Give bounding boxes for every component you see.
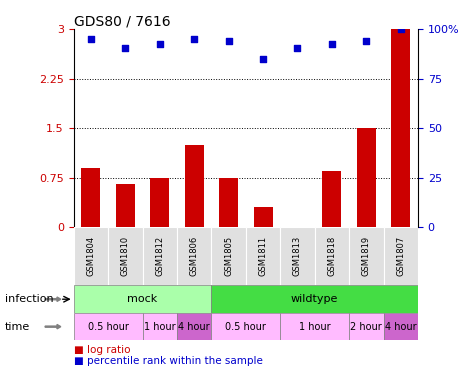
Bar <box>349 313 384 340</box>
Text: GSM1818: GSM1818 <box>327 236 336 276</box>
Bar <box>150 178 169 227</box>
Bar <box>177 313 211 340</box>
Bar <box>323 171 342 227</box>
Text: GSM1807: GSM1807 <box>396 236 405 276</box>
Text: mock: mock <box>127 294 158 304</box>
Point <box>294 45 301 51</box>
Point <box>122 45 129 51</box>
Bar <box>384 227 418 285</box>
Bar <box>349 227 384 285</box>
Text: GSM1819: GSM1819 <box>362 236 371 276</box>
Text: 2 hour: 2 hour <box>351 322 382 332</box>
Text: ■ log ratio: ■ log ratio <box>74 344 130 355</box>
Bar <box>280 313 349 340</box>
Bar <box>211 285 418 313</box>
Text: infection: infection <box>5 294 53 304</box>
Text: GSM1810: GSM1810 <box>121 236 130 276</box>
Text: GSM1811: GSM1811 <box>258 236 267 276</box>
Bar <box>142 313 177 340</box>
Bar <box>314 227 349 285</box>
Text: time: time <box>5 322 30 332</box>
Bar <box>185 145 204 227</box>
Text: GSM1813: GSM1813 <box>293 236 302 276</box>
Bar <box>254 207 273 227</box>
Bar <box>211 227 246 285</box>
Text: GSM1805: GSM1805 <box>224 236 233 276</box>
Text: GSM1812: GSM1812 <box>155 236 164 276</box>
Point <box>362 38 370 44</box>
Bar <box>74 313 142 340</box>
Bar <box>177 227 211 285</box>
Bar <box>246 227 280 285</box>
Bar <box>280 227 314 285</box>
Bar <box>142 227 177 285</box>
Point <box>328 41 336 47</box>
Text: 1 hour: 1 hour <box>144 322 176 332</box>
Bar <box>357 128 376 227</box>
Text: GDS80 / 7616: GDS80 / 7616 <box>74 14 170 28</box>
Bar <box>391 29 410 227</box>
Text: 4 hour: 4 hour <box>385 322 417 332</box>
Text: ■ percentile rank within the sample: ■ percentile rank within the sample <box>74 355 263 366</box>
Point <box>87 36 95 42</box>
Text: 1 hour: 1 hour <box>299 322 331 332</box>
Bar <box>74 227 108 285</box>
Text: GSM1804: GSM1804 <box>86 236 95 276</box>
Bar <box>81 168 100 227</box>
Bar <box>219 178 238 227</box>
Bar <box>211 313 280 340</box>
Text: 0.5 hour: 0.5 hour <box>87 322 129 332</box>
Text: 4 hour: 4 hour <box>178 322 210 332</box>
Point <box>259 56 267 62</box>
Bar <box>108 227 142 285</box>
Text: 0.5 hour: 0.5 hour <box>225 322 266 332</box>
Point <box>156 41 163 47</box>
Point <box>225 38 232 44</box>
Point <box>190 36 198 42</box>
Text: GSM1806: GSM1806 <box>190 236 199 276</box>
Text: wildtype: wildtype <box>291 294 338 304</box>
Bar <box>74 285 211 313</box>
Bar <box>116 184 135 227</box>
Bar <box>384 313 418 340</box>
Point <box>397 26 405 32</box>
